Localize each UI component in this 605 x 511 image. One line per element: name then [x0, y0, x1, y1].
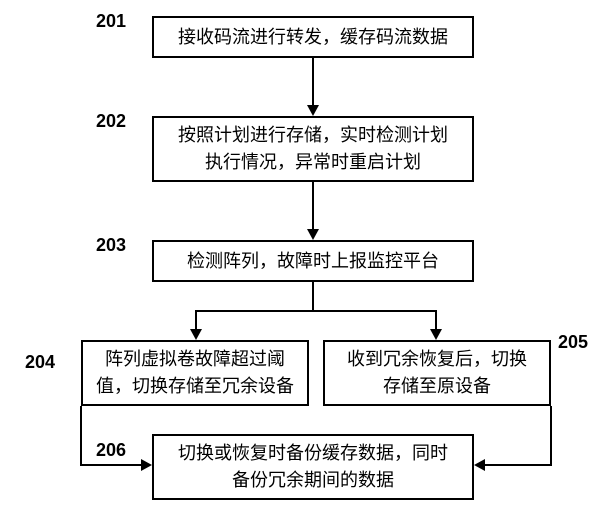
node-label-206: 206 [96, 440, 126, 461]
node-label-202: 202 [96, 111, 126, 132]
node-text: 收到冗余恢复后，切换 存储至原设备 [347, 346, 527, 400]
edge-204-206-h [80, 464, 141, 466]
edge-201-202 [312, 58, 314, 105]
arrow-icon [430, 329, 442, 340]
flow-node-206: 切换或恢复时备份缓存数据，同时 备份冗余期间的数据 [152, 434, 474, 500]
edge-split-205 [435, 310, 437, 329]
arrow-icon [190, 329, 202, 340]
edge-202-203 [312, 182, 314, 229]
node-text: 接收码流进行转发，缓存码流数据 [178, 24, 448, 51]
arrow-icon [141, 459, 152, 471]
edge-205-206-v [550, 406, 552, 466]
arrow-icon [307, 105, 319, 116]
flow-node-205: 收到冗余恢复后，切换 存储至原设备 [323, 340, 551, 406]
node-text: 检测阵列，故障时上报监控平台 [187, 248, 439, 275]
edge-204-206-v [80, 406, 82, 466]
node-label-205: 205 [558, 332, 588, 353]
edge-203-split-v [312, 282, 314, 311]
node-text: 阵列虚拟卷故障超过阈 值，切换存储至冗余设备 [96, 346, 294, 400]
node-label-204: 204 [25, 352, 55, 373]
edge-split-204 [195, 310, 197, 329]
flow-node-204: 阵列虚拟卷故障超过阈 值，切换存储至冗余设备 [81, 340, 309, 406]
edge-split-h [195, 310, 437, 312]
node-label-203: 203 [96, 235, 126, 256]
flow-node-202: 按照计划进行存储，实时检测计划 执行情况，异常时重启计划 [152, 116, 474, 182]
flow-node-203: 检测阵列，故障时上报监控平台 [152, 240, 474, 282]
edge-205-206-h [485, 464, 552, 466]
flow-node-201: 接收码流进行转发，缓存码流数据 [152, 16, 474, 58]
arrow-icon [474, 459, 485, 471]
node-text: 切换或恢复时备份缓存数据，同时 备份冗余期间的数据 [178, 440, 448, 494]
node-label-201: 201 [96, 11, 126, 32]
node-text: 按照计划进行存储，实时检测计划 执行情况，异常时重启计划 [178, 122, 448, 176]
arrow-icon [307, 229, 319, 240]
